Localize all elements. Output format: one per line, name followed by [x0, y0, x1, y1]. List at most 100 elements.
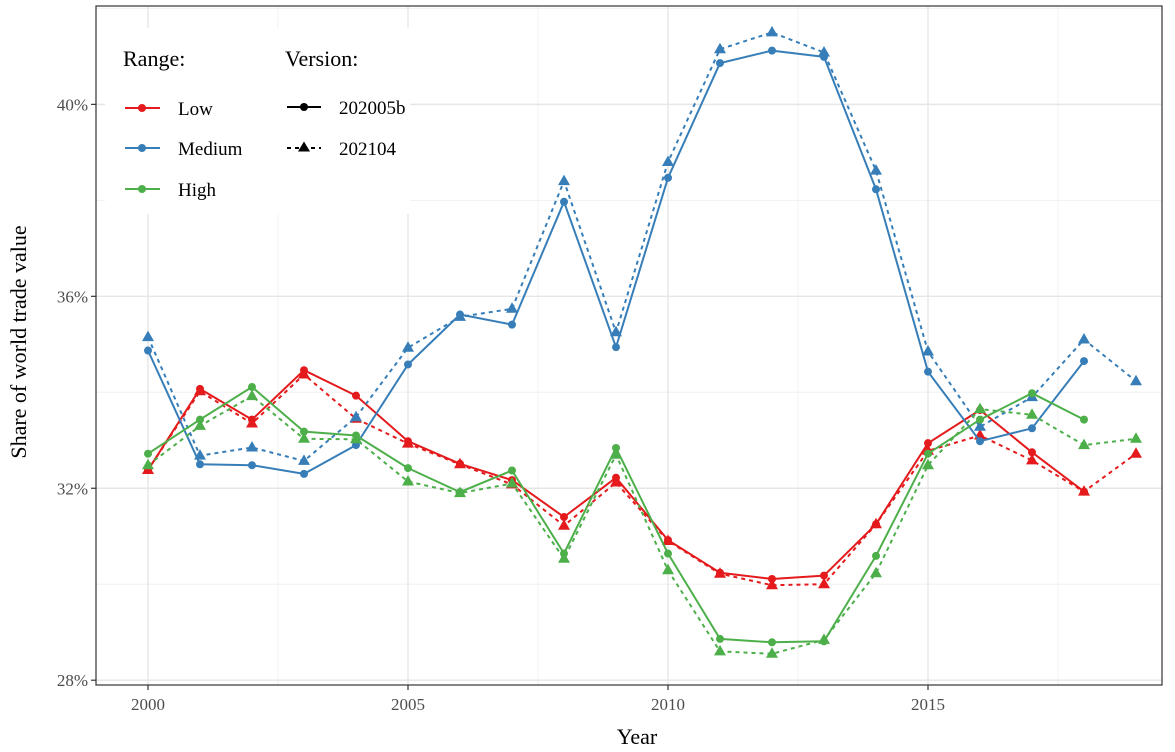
- data-point-low-202005b: [352, 391, 360, 400]
- legend-low-label: Low: [178, 99, 213, 120]
- data-point-high-202104: [818, 633, 830, 644]
- data-point-low-202005b: [820, 571, 828, 580]
- data-point-high-202104: [506, 477, 518, 488]
- data-point-medium-202005b: [404, 360, 412, 369]
- data-point-high-202104: [350, 432, 362, 444]
- data-point-low-202104: [870, 517, 882, 529]
- y-tick-label: 36%: [57, 287, 88, 306]
- data-point-high-202104: [298, 432, 310, 443]
- data-point-medium-202005b: [196, 460, 204, 469]
- legend-202104-label: 202104: [339, 139, 397, 160]
- series-line-low-202104: [147, 373, 1137, 587]
- data-point-medium-202104: [766, 25, 778, 37]
- data-point-medium-202005b: [768, 46, 776, 55]
- data-point-high-202005b: [1028, 389, 1036, 398]
- axes: 2000 2005 2010 2015 28% 32% 36% 40%: [57, 95, 945, 714]
- data-point-high-202005b: [716, 634, 724, 643]
- data-point-medium-202104: [714, 42, 726, 54]
- data-point-high-202104: [974, 402, 986, 414]
- data-point-high-202104: [454, 486, 466, 498]
- data-point-low-202104: [818, 577, 830, 589]
- data-point-medium-202104: [1078, 333, 1090, 344]
- data-point-low-202005b: [924, 439, 932, 448]
- data-point-high-202005b: [144, 449, 152, 458]
- x-axis-title: Year: [617, 724, 658, 749]
- legend-medium-marker: [138, 144, 146, 152]
- data-point-low-202005b: [560, 513, 568, 522]
- data-point-high-202104: [714, 644, 726, 656]
- data-point-high-202005b: [404, 464, 412, 473]
- data-point-low-202104: [610, 476, 622, 487]
- legend-202005b-label: 202005b: [339, 98, 406, 119]
- legend-range-title: Range:: [123, 46, 185, 71]
- data-point-medium-202005b: [1080, 357, 1088, 366]
- data-point-high-202104: [1130, 432, 1142, 443]
- data-point-medium-202104: [1130, 374, 1142, 386]
- data-point-medium-202104: [454, 310, 466, 321]
- legend-version-title: Version:: [285, 46, 358, 71]
- y-tick-label: 40%: [57, 95, 88, 114]
- data-point-low-202104: [766, 578, 778, 590]
- legend-triangle-marker: [298, 141, 310, 152]
- legend-entry-high: High: [125, 180, 217, 201]
- y-tick-label: 32%: [57, 479, 88, 498]
- data-point-medium-202005b: [1028, 424, 1036, 433]
- data-point-medium-202005b: [560, 197, 568, 206]
- legend-background: [105, 28, 410, 214]
- data-point-high-202104: [194, 419, 206, 430]
- y-tick-label: 28%: [57, 671, 88, 690]
- x-tick-label: 2010: [651, 695, 685, 714]
- data-point-medium-202104: [922, 345, 934, 356]
- data-point-high-202005b: [924, 449, 932, 458]
- data-point-high-202104: [246, 389, 258, 401]
- data-point-medium-202005b: [716, 59, 724, 68]
- series-layer: [142, 25, 1142, 658]
- legend-entry-202104: 202104: [287, 139, 397, 160]
- data-point-high-202005b: [508, 466, 516, 475]
- legend-low-marker: [138, 104, 146, 112]
- data-point-medium-202104: [194, 449, 206, 460]
- data-point-low-202104: [194, 384, 206, 396]
- legend-high-label: High: [178, 180, 217, 201]
- data-point-high-202104: [558, 552, 570, 563]
- data-point-high-202005b: [664, 549, 672, 558]
- data-point-medium-202104: [298, 454, 310, 465]
- data-point-medium-202005b: [300, 469, 308, 478]
- data-point-low-202104: [1078, 485, 1090, 496]
- data-point-medium-202005b: [144, 346, 152, 355]
- data-point-medium-202005b: [248, 461, 256, 470]
- series-line-high-202104: [147, 395, 1137, 655]
- panel-border: [95, 5, 1163, 686]
- data-point-high-202104: [142, 458, 154, 470]
- data-point-medium-202005b: [872, 185, 880, 194]
- data-point-high-202005b: [1080, 415, 1088, 424]
- y-axis-title: Share of world trade value: [6, 225, 31, 458]
- data-point-medium-202005b: [924, 367, 932, 376]
- x-tick-label: 2000: [131, 695, 165, 714]
- data-point-low-202104: [662, 534, 674, 545]
- data-point-low-202104: [558, 519, 570, 530]
- legend-entry-medium: Medium: [125, 139, 243, 160]
- data-point-medium-202104: [870, 164, 882, 175]
- data-point-medium-202104: [818, 46, 830, 57]
- legend-entry-low: Low: [125, 99, 213, 120]
- data-point-low-202104: [402, 437, 414, 448]
- data-point-medium-202005b: [976, 437, 984, 446]
- data-point-medium-202005b: [664, 173, 672, 182]
- data-point-high-202104: [610, 448, 622, 459]
- data-point-medium-202104: [350, 410, 362, 422]
- data-point-low-202104: [298, 368, 310, 379]
- x-tick-label: 2005: [391, 695, 425, 714]
- data-point-medium-202104: [974, 420, 986, 431]
- x-tick-label: 2015: [911, 695, 945, 714]
- data-point-low-202104: [714, 567, 726, 578]
- legend-entry-202005b: 202005b: [287, 98, 406, 119]
- data-point-medium-202104: [142, 330, 154, 342]
- data-point-medium-202104: [246, 441, 258, 452]
- data-point-high-202005b: [300, 427, 308, 436]
- data-point-low-202104: [1130, 447, 1142, 458]
- data-point-high-202104: [766, 647, 778, 658]
- legend-circle-marker: [300, 103, 308, 111]
- data-point-low-202005b: [1028, 448, 1036, 457]
